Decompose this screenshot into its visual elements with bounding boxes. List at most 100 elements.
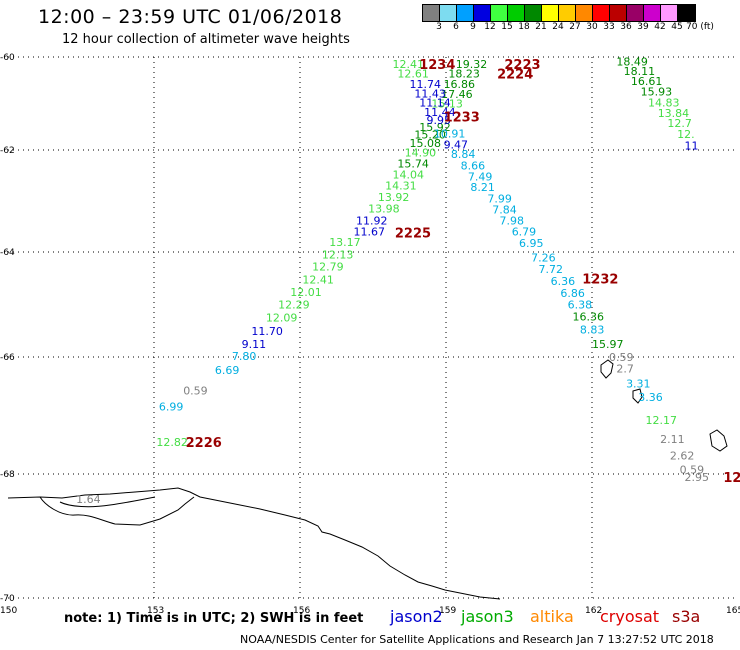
wave-height-value: 18.23 (448, 67, 480, 80)
satellite-cryosat: cryosat (600, 607, 660, 626)
wave-height-value: 15.92 (419, 121, 451, 134)
lat-tick-label: -64 (0, 248, 15, 258)
wave-height-value: 12.09 (266, 312, 298, 325)
wave-height-value: 2.11 (660, 433, 685, 446)
wave-height-value: 14.31 (385, 180, 417, 193)
wave-height-value: 15.13 (431, 98, 463, 111)
lon-tick-label: 159 (439, 606, 456, 616)
wave-height-value: 2.7 (616, 363, 634, 376)
coastline-bay (59, 496, 156, 508)
wave-height-value: 15.93 (641, 85, 673, 98)
wave-height-value: 3.36 (638, 391, 663, 404)
color-swatch (423, 5, 440, 21)
wave-height-value: 15.08 (410, 137, 442, 150)
wave-height-value: 19.32 (456, 58, 488, 71)
lat-tick-label: -70 (0, 594, 15, 604)
color-scale-label: 6 (453, 22, 459, 32)
wave-height-value: 11.67 (354, 226, 386, 239)
wave-height-value: 18.11 (624, 65, 656, 78)
wave-height-value: 10.91 (434, 128, 466, 141)
color-scale-label: 12 (484, 22, 496, 32)
pass-number-label: 1232 (582, 272, 618, 287)
pass-number-label: 2226 (186, 436, 222, 451)
pass-number-label: 2224 (497, 67, 533, 82)
wave-height-value: 12.41 (302, 273, 334, 286)
color-swatch (474, 5, 491, 21)
wave-height-value: 6.86 (560, 287, 585, 300)
lon-tick-label: 156 (293, 606, 310, 616)
lon-tick-label: 153 (147, 606, 164, 616)
wave-height-value: 7.98 (500, 214, 525, 227)
color-swatch (491, 5, 508, 21)
color-swatch (627, 5, 644, 21)
wave-height-value: 14.83 (648, 97, 680, 110)
color-scale-label: 3 (436, 22, 442, 32)
wave-height-value: 11.92 (356, 214, 388, 227)
color-scale-label: 21 (535, 22, 547, 32)
color-scale-label: 9 (470, 22, 476, 32)
wave-height-value: 12.01 (290, 286, 322, 299)
pass-number-label: 2225 (395, 227, 431, 242)
color-swatch (525, 5, 542, 21)
wave-height-value: 7.49 (468, 171, 493, 184)
wave-height-value: 11.14 (419, 97, 451, 110)
iceberg-1 (600, 359, 614, 379)
wave-height-value: 15.97 (592, 338, 624, 351)
coastline-inlet (39, 496, 195, 526)
wave-height-value: 0.59 (680, 463, 705, 476)
color-scale-label: 30 (586, 22, 598, 32)
pass-number-label: 1233 (444, 111, 480, 126)
wave-height-value: 11.74 (410, 78, 442, 91)
lon-tick-label: 165 (726, 606, 740, 616)
wave-height-value: 17.46 (441, 88, 473, 101)
wave-height-value: 13.98 (368, 203, 400, 216)
wave-height-value: 7.26 (531, 251, 556, 264)
color-swatch (678, 5, 695, 21)
color-scale-label: 45 (671, 22, 683, 32)
lat-tick-label: -60 (0, 53, 15, 63)
iceberg-3 (709, 429, 728, 452)
wave-height-value: 7.72 (538, 263, 563, 276)
wave-height-value: 6.38 (568, 299, 593, 312)
wave-height-value: 6.99 (159, 401, 184, 414)
color-scale-label: 39 (637, 22, 649, 32)
chart-title: 12:00 – 23:59 UTC 01/06/2018 (38, 6, 343, 28)
color-scale-label: 36 (620, 22, 632, 32)
coastline (7, 359, 728, 600)
wave-height-value: 11 (684, 139, 698, 152)
wave-height-value: 12.29 (278, 299, 310, 312)
wave-height-value: 12.7 (667, 117, 692, 130)
wave-height-value: 13.92 (378, 191, 410, 204)
satellite-altika: altika (530, 607, 574, 626)
iceberg-2 (632, 388, 643, 404)
lon-tick-label: 162 (585, 606, 602, 616)
wave-height-value: 1.64 (76, 493, 101, 506)
wave-height-value: 11.43 (414, 87, 446, 100)
wave-height-value: 16.61 (631, 75, 663, 88)
wave-height-value: 7.84 (492, 204, 517, 217)
footer-note: note: 1) Time is in UTC; 2) SWH is in fe… (64, 611, 364, 626)
wave-height-value: 14.90 (405, 147, 437, 160)
wave-height-value: 13.17 (329, 236, 361, 249)
wave-height-value: 15.20 (414, 129, 446, 142)
wave-height-value: 2.62 (670, 449, 695, 462)
chart-subtitle: 12 hour collection of altimeter wave hei… (62, 32, 350, 47)
wave-height-value: 8.21 (470, 181, 495, 194)
wave-height-value: 12.82 (156, 436, 188, 449)
lon-tick-label: 150 (0, 606, 17, 616)
wave-height-value: 6.69 (215, 364, 240, 377)
color-swatch (576, 5, 593, 21)
wave-height-value: 14.04 (392, 168, 424, 181)
color-scale-label: 27 (569, 22, 581, 32)
axis-tick-labels: 150 153 156 159 162 165 -60 -62 -64 -66 -68 -70 (0, 53, 740, 616)
wave-height-value: 13.84 (658, 107, 690, 120)
lat-tick-label: -68 (0, 470, 15, 480)
wave-height-value: 16.36 (573, 311, 605, 324)
pass-number-label: 1231 (723, 471, 740, 486)
wave-height-value: 6.95 (519, 237, 544, 250)
lat-tick-label: -66 (0, 353, 15, 363)
color-swatch (593, 5, 610, 21)
color-swatch (559, 5, 576, 21)
wave-height-value: 9.95 (427, 114, 452, 127)
